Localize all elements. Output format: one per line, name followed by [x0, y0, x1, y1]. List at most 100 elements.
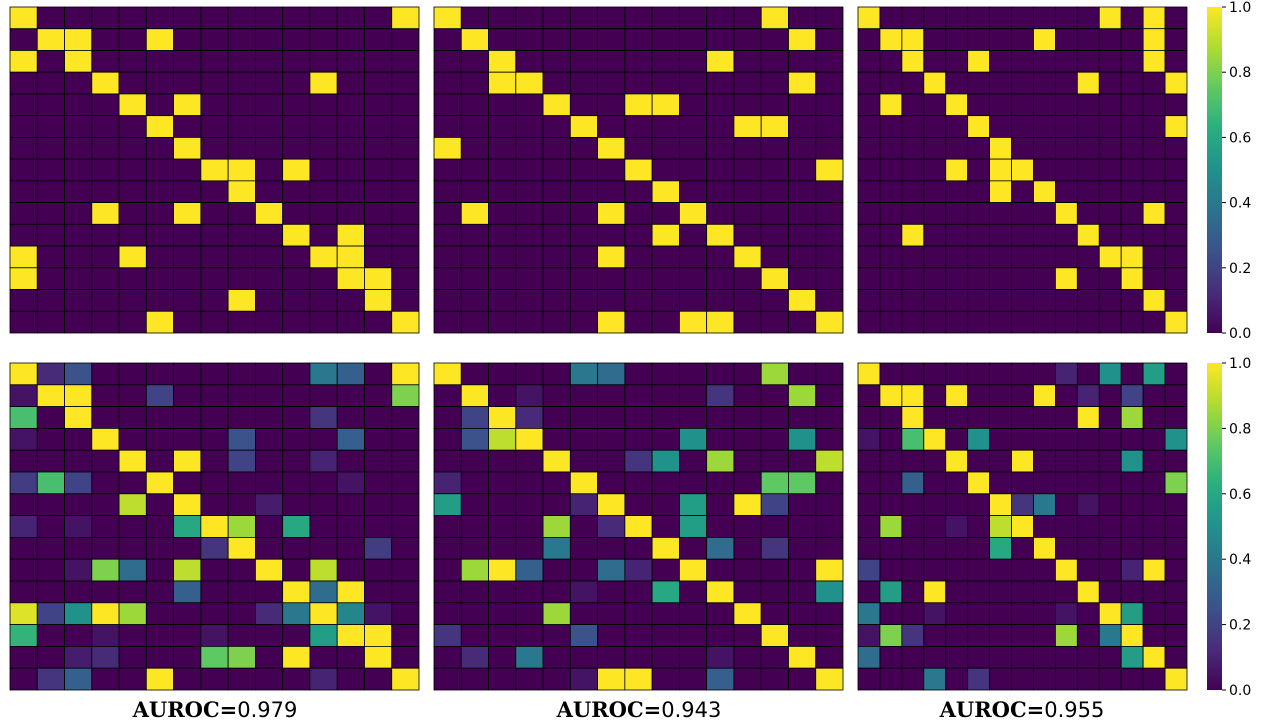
heatmap-cell	[227, 289, 256, 312]
heatmap-cell	[788, 558, 817, 582]
heatmap-cell	[706, 6, 735, 30]
heatmap-cell	[282, 289, 311, 312]
heatmap-cell	[597, 406, 626, 429]
heatmap-cell	[460, 93, 489, 117]
heatmap-cell	[36, 6, 65, 30]
heatmap-cell	[364, 493, 393, 516]
heatmap-cell	[1142, 537, 1166, 560]
heatmap-cell	[923, 202, 947, 225]
heatmap-cell	[624, 362, 653, 386]
heatmap-cell	[1076, 93, 1100, 117]
heatmap-cell	[460, 310, 489, 334]
heatmap-cell	[733, 6, 762, 30]
heatmap-cell	[1098, 624, 1122, 647]
heatmap-cell	[815, 93, 844, 117]
heatmap-cell	[227, 50, 256, 73]
heatmap-cell	[788, 667, 817, 691]
heatmap-cell	[282, 624, 311, 647]
heatmap-cell	[515, 449, 544, 473]
heatmap-cell	[901, 289, 925, 312]
heatmap-cell	[460, 537, 489, 560]
heatmap-cell	[1033, 93, 1056, 117]
heatmap-cell	[391, 245, 420, 269]
heatmap-cell	[200, 427, 229, 451]
heatmap-cell	[1120, 384, 1144, 407]
heatmap-cell	[391, 289, 420, 312]
heatmap-cell	[624, 471, 653, 495]
heatmap-cell	[733, 50, 762, 73]
heatmap-cell	[1033, 289, 1056, 312]
heatmap-cell	[788, 427, 817, 451]
heatmap-cell	[879, 202, 903, 225]
heatmap-cell	[282, 537, 311, 560]
heatmap-cell	[1076, 362, 1100, 386]
heatmap-cell	[679, 624, 708, 647]
heatmap-cell	[945, 202, 969, 225]
heatmap-cell	[1164, 471, 1188, 495]
heatmap-cell	[1011, 136, 1034, 160]
heatmap-cell	[145, 493, 174, 516]
heatmap-cell	[597, 50, 626, 73]
heatmap-cell	[879, 624, 903, 647]
heatmap-cell	[989, 493, 1012, 516]
heatmap-cell	[36, 50, 65, 73]
heatmap-cell	[36, 28, 65, 51]
heatmap-cell	[967, 245, 991, 269]
colorbar-top: 0.0 0.2 0.4 0.6 0.8 1.0	[1207, 0, 1251, 342]
heatmap-cell	[706, 646, 735, 669]
heatmap-cell	[597, 537, 626, 560]
heatmap-cell	[815, 6, 844, 30]
heatmap-cell	[91, 471, 120, 495]
heatmap-cell	[788, 136, 817, 160]
heatmap-cell	[282, 245, 311, 269]
heatmap-cell	[679, 537, 708, 560]
heatmap-cell	[1033, 449, 1056, 473]
heatmap-cell	[706, 71, 735, 95]
heatmap-cell	[91, 71, 120, 95]
heatmap-cell	[64, 50, 93, 73]
heatmap-cell	[173, 6, 202, 30]
heatmap-cell	[815, 28, 844, 51]
heatmap-cell	[1142, 493, 1166, 516]
heatmap-cell	[1011, 50, 1034, 73]
heatmap-cell	[460, 471, 489, 495]
heatmap-cell	[923, 515, 947, 538]
heatmap-cell	[857, 624, 881, 647]
heatmap-cell	[923, 71, 947, 95]
heatmap-cell	[145, 406, 174, 429]
heatmap-cell	[1142, 449, 1166, 473]
heatmap-cell	[200, 537, 229, 560]
heatmap-cell	[200, 471, 229, 495]
heatmap-cell	[227, 580, 256, 604]
heatmap-cell	[460, 646, 489, 669]
heatmap-cell	[679, 558, 708, 582]
heatmap-cell	[1164, 223, 1188, 247]
heatmap-cell	[679, 427, 708, 451]
heatmap-cell	[9, 223, 38, 247]
heatmap-cell	[706, 180, 735, 204]
heatmap-cell	[1055, 362, 1078, 386]
heatmap-cell	[1076, 50, 1100, 73]
heatmap-cell	[227, 6, 256, 30]
heatmap-cell	[967, 289, 991, 312]
heatmap-cell	[1011, 515, 1034, 538]
colorbar-tick-label: 0.2	[1229, 618, 1251, 634]
heatmap-cell	[173, 493, 202, 516]
heatmap-cell	[1120, 537, 1144, 560]
heatmap-cell	[1120, 267, 1144, 290]
heatmap-cell	[145, 289, 174, 312]
heatmap-cell	[433, 50, 462, 73]
heatmap-cell	[36, 71, 65, 95]
heatmap-cell	[857, 115, 881, 138]
heatmap-cell	[760, 471, 789, 495]
heatmap-cell	[923, 115, 947, 138]
heatmap-cell	[879, 602, 903, 625]
heatmap-cell	[989, 449, 1012, 473]
heatmap-cell	[173, 362, 202, 386]
heatmap-cell	[515, 384, 544, 407]
heatmap-cell	[624, 558, 653, 582]
heatmap-cell	[945, 28, 969, 51]
heatmap-cell	[488, 310, 517, 334]
heatmap-cell	[923, 406, 947, 429]
heatmap-cell	[1076, 602, 1100, 625]
